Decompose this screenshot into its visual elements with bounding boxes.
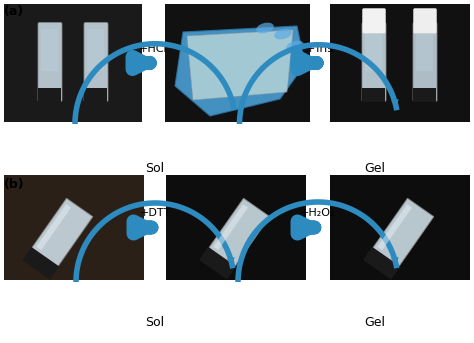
Bar (38, 88, 62, 102)
Polygon shape (36, 204, 71, 250)
Bar (417, 29, 434, 71)
Text: Sol: Sol (146, 162, 164, 175)
Text: (a): (a) (4, 5, 24, 18)
Polygon shape (366, 198, 434, 276)
FancyBboxPatch shape (362, 23, 386, 102)
Text: Gel: Gel (365, 317, 385, 330)
Bar (42, 29, 58, 71)
Text: (b): (b) (4, 178, 25, 191)
Bar (4, 175, 144, 280)
Polygon shape (213, 204, 248, 250)
FancyBboxPatch shape (413, 23, 437, 102)
Text: Gel: Gel (365, 162, 385, 175)
FancyBboxPatch shape (38, 23, 62, 102)
Bar (4, 4, 142, 122)
Polygon shape (187, 30, 293, 100)
Bar (165, 4, 310, 122)
Text: +Tris: +Tris (306, 44, 334, 54)
Text: +DTT: +DTT (139, 209, 171, 218)
FancyBboxPatch shape (413, 9, 437, 34)
Text: +HCl: +HCl (139, 44, 168, 54)
Bar (413, 88, 437, 102)
Text: Sol: Sol (146, 317, 164, 330)
Bar (330, 175, 470, 280)
Ellipse shape (274, 28, 292, 39)
FancyBboxPatch shape (84, 23, 108, 102)
Text: +H₂O₂: +H₂O₂ (300, 209, 336, 218)
Ellipse shape (286, 40, 304, 51)
Bar (88, 29, 104, 71)
Polygon shape (363, 247, 400, 280)
Ellipse shape (256, 23, 274, 33)
Bar (84, 88, 108, 102)
Bar (330, 4, 470, 122)
FancyBboxPatch shape (363, 9, 385, 34)
Polygon shape (22, 247, 59, 280)
Polygon shape (175, 26, 305, 116)
Polygon shape (25, 198, 93, 276)
Polygon shape (377, 204, 412, 250)
Bar (363, 88, 385, 102)
Bar (365, 29, 383, 71)
Polygon shape (199, 247, 236, 280)
Polygon shape (202, 198, 270, 276)
Bar (166, 175, 306, 280)
